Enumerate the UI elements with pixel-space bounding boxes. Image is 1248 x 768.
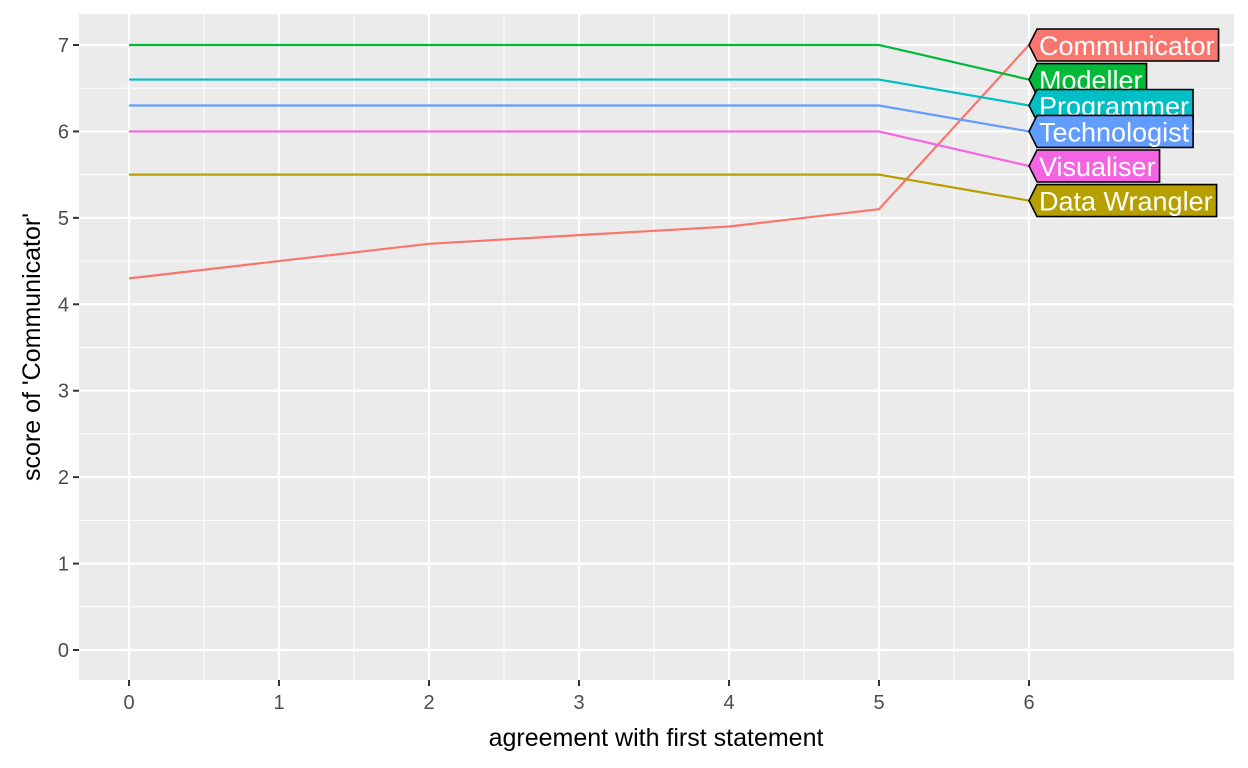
series-line [129, 173, 1030, 202]
minor-gridlines [79, 14, 1234, 680]
series-end-label: Programmer [1028, 88, 1194, 123]
series-labels: CommunicatorModellerProgrammerTechnologi… [1028, 28, 1220, 218]
series-lines [128, 43, 1030, 280]
series-end-label: Visualiser [1028, 149, 1161, 183]
y-tick-label: 2 [58, 467, 69, 489]
y-axis: 0 1 2 3 4 5 6 7 [58, 35, 79, 662]
x-tick-label: 2 [423, 692, 434, 714]
x-axis: 0 1 2 3 4 5 6 [123, 680, 1035, 714]
series-line [129, 43, 1030, 81]
series-label-text: Visualiser [1039, 152, 1156, 182]
series-end-label: Communicator [1028, 28, 1220, 62]
y-tick-label: 3 [58, 381, 69, 403]
series-line [129, 130, 1030, 168]
x-tick-label: 4 [723, 692, 734, 714]
series-label-text: Data Wrangler [1039, 187, 1213, 217]
x-tick-label: 1 [273, 692, 284, 714]
series-end-label: Technologist [1028, 114, 1194, 149]
series-line [129, 104, 1030, 133]
series-label-tag [1028, 149, 1161, 183]
series-label-text: Technologist [1039, 117, 1190, 147]
y-tick-label: 0 [58, 640, 69, 662]
y-tick-label: 1 [58, 554, 69, 576]
y-axis-title: score of 'Communicator' [18, 213, 46, 481]
series-line [128, 44, 1030, 280]
x-tick-label: 5 [873, 692, 884, 714]
series-label-tag [1028, 183, 1218, 218]
x-tick-label: 0 [123, 692, 134, 714]
x-axis-title: agreement with first statement [489, 724, 824, 752]
series-label-text: Communicator [1039, 31, 1215, 61]
y-tick-label: 7 [58, 35, 69, 57]
series-label-tag [1028, 114, 1194, 149]
series-label-tag [1028, 28, 1220, 62]
x-tick-label: 3 [573, 692, 584, 714]
series-end-label: Data Wrangler [1028, 183, 1218, 218]
x-tick-label: 6 [1023, 692, 1034, 714]
y-tick-label: 6 [58, 121, 69, 143]
series-line [129, 78, 1030, 107]
y-tick-label: 4 [58, 294, 69, 316]
y-tick-label: 5 [58, 208, 69, 230]
